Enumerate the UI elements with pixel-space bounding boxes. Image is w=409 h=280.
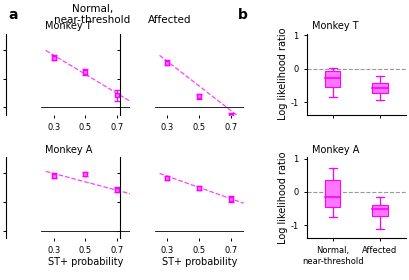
Text: Monkey A: Monkey A: [45, 145, 92, 155]
Bar: [325, 71, 339, 87]
Y-axis label: Log likelihood ratio: Log likelihood ratio: [277, 28, 287, 120]
X-axis label: ST+ probability: ST+ probability: [47, 257, 123, 267]
Bar: [325, 180, 339, 207]
Text: Monkey T: Monkey T: [45, 22, 92, 31]
Text: a: a: [8, 8, 18, 22]
X-axis label: ST+ probability: ST+ probability: [161, 257, 236, 267]
Text: Monkey A: Monkey A: [311, 145, 358, 155]
Y-axis label: Log likelihood ratio: Log likelihood ratio: [277, 151, 287, 244]
Text: Normal,
near-threshold: Normal, near-threshold: [54, 4, 130, 25]
Text: Affected: Affected: [148, 15, 191, 25]
Text: Monkey T: Monkey T: [311, 22, 358, 31]
Bar: [371, 205, 387, 216]
Text: b: b: [237, 8, 247, 22]
Bar: [371, 83, 387, 93]
